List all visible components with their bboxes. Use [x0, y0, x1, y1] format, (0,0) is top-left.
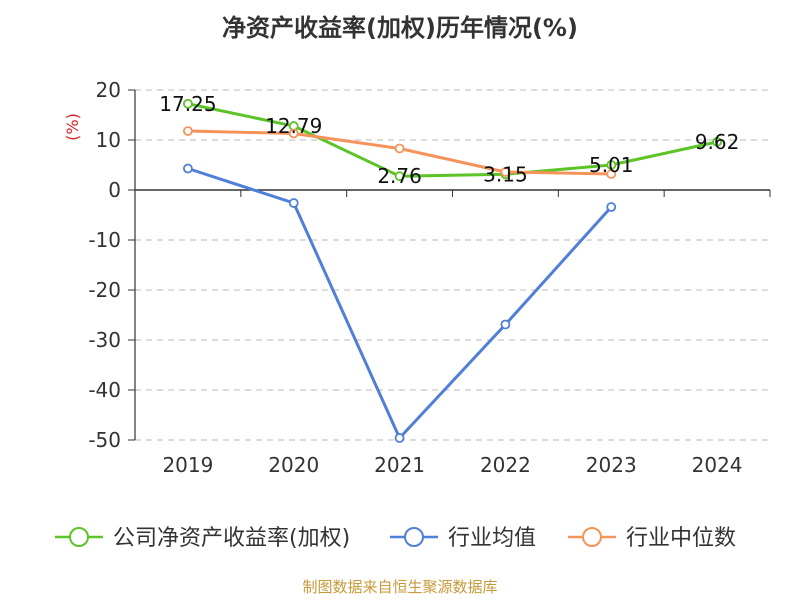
- series-lines: [183, 98, 722, 443]
- data-point: [183, 163, 193, 174]
- data-labels: 17.25 12.79 2.76 3.15 5.01 9.62: [159, 92, 739, 188]
- y-tick-label: 10: [96, 128, 121, 152]
- y-tick-label: -20: [88, 278, 121, 302]
- grid-lines: [135, 89, 770, 441]
- data-point: [606, 169, 617, 179]
- legend: 公司净资产收益率(加权) 行业均值 行业中位数: [55, 526, 736, 551]
- data-point: [606, 160, 617, 170]
- data-label: 5.01: [589, 153, 634, 177]
- data-point: [394, 433, 405, 443]
- data-point: [712, 136, 722, 147]
- legend-label: 公司净资产收益率(加权): [113, 526, 350, 551]
- data-point: [394, 143, 405, 154]
- data-point: [288, 128, 299, 139]
- data-point: [288, 198, 299, 208]
- data-label: 12.79: [265, 114, 322, 138]
- data-point: [606, 202, 617, 212]
- x-tick-label: 2020: [268, 453, 319, 477]
- data-point: [500, 319, 511, 330]
- y-axis-label: (%): [63, 113, 82, 141]
- y-tick-label: -30: [88, 328, 121, 352]
- source-footer: 制图数据来自恒生聚源数据库: [302, 578, 498, 596]
- legend-label: 行业均值: [448, 526, 536, 551]
- x-tick-label: 2021: [374, 453, 425, 477]
- axes: 20 10 0 -10 -20 -30 -40 -50 2019 2020 2021 2022 2023…: [63, 78, 771, 477]
- data-label: 3.15: [483, 162, 528, 186]
- x-tick-label: 2022: [480, 453, 531, 477]
- data-point: [183, 126, 193, 136]
- data-label: 17.25: [159, 92, 216, 116]
- legend-swatch-marker: [582, 527, 602, 547]
- y-tick-label: -10: [88, 228, 121, 252]
- y-tick-label: -50: [88, 428, 121, 452]
- data-point: [394, 171, 405, 182]
- x-tick-label: 2023: [586, 453, 637, 477]
- y-tick-label: 20: [96, 78, 121, 102]
- data-point: [183, 98, 193, 109]
- x-tick-label: 2024: [692, 453, 743, 477]
- series-line: [187, 102, 718, 178]
- data-label: 2.76: [377, 164, 422, 188]
- series-line: [187, 167, 613, 440]
- y-tick-label: -40: [88, 378, 121, 402]
- legend-swatch-marker: [69, 527, 89, 547]
- chart-title: 净资产收益率(加权)历年情况(%): [222, 14, 578, 42]
- y-tick-label: 0: [108, 178, 121, 202]
- x-tick-label: 2019: [162, 453, 213, 477]
- legend-label: 行业中位数: [626, 526, 736, 551]
- data-point: [500, 167, 511, 177]
- legend-swatch-marker: [404, 527, 424, 547]
- data-label: 9.62: [695, 130, 740, 154]
